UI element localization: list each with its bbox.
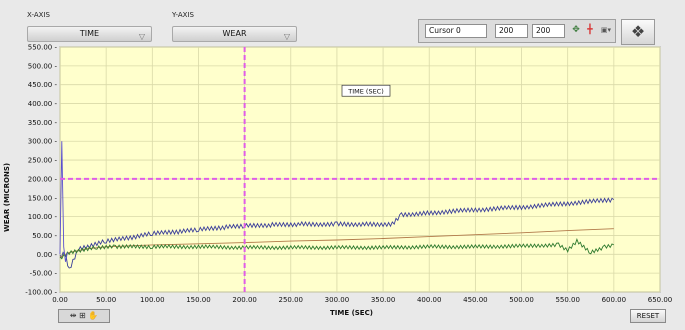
x-tick-label: 400.00 (417, 296, 442, 304)
y-tick-label: 300.00 - (28, 138, 58, 146)
y-tick-label: 0.00 - (37, 251, 58, 259)
y-tick-label: -50.00 - (30, 270, 58, 278)
cursor-style-icon[interactable]: ╋ (587, 25, 593, 35)
cursor-lines[interactable] (60, 47, 660, 292)
y-tick-label: 550.00 - (28, 44, 58, 52)
cursor-name-field[interactable]: Cursor 0 (425, 24, 487, 38)
series-line-2 (59, 228, 614, 258)
x-tick-label: 150.00 (186, 296, 211, 304)
x-tick-label: 200.00 (232, 296, 257, 304)
y-axis-label: Y-AXIS (172, 11, 194, 19)
cursor-x-field[interactable]: 200 (495, 24, 528, 38)
cursor-panel: Cursor 0 200 200 ✥ ╋ ▣▾ (418, 19, 616, 43)
x-tick-label: 600.00 (602, 296, 627, 304)
x-axis-value: TIME (79, 29, 100, 38)
y-tick-label: 500.00 - (28, 62, 58, 70)
x-axis-title: TIME (SEC) (330, 309, 373, 317)
graph-tools-palette[interactable]: ⇹ ⊞ ✋ (58, 309, 110, 323)
tick-labels: 0.00 50.00 100.00 150.00 200.00 250.00 300.00 3… (25, 44, 672, 305)
y-tick-label: 50.00 - (32, 232, 57, 240)
y-tick-label: 350.00 - (28, 119, 58, 127)
y-axis-title: WEAR (MICRONS) (3, 162, 11, 232)
y-axis-dropdown[interactable]: WEAR ▽ (172, 26, 297, 42)
y-tick-label: 250.00 - (28, 157, 58, 165)
y-tick-label: 100.00 - (28, 213, 58, 221)
y-tick-label: 150.00 - (28, 194, 58, 202)
x-axis-dropdown[interactable]: TIME ▽ (27, 26, 152, 42)
x-tick-label: 250.00 (279, 296, 304, 304)
graph-palette-button[interactable]: ❖ (621, 19, 655, 45)
y-tick-label: 450.00 - (28, 81, 58, 89)
x-tick-label: 300.00 (325, 296, 350, 304)
annotation-box (341, 84, 391, 97)
annotation-label: TIME (SEC) (347, 88, 384, 96)
chevron-down-icon: ▽ (138, 32, 145, 41)
x-axis-label: X-AXIS (27, 11, 50, 19)
x-tick-label: 650.00 (648, 296, 673, 304)
x-tick-label: 100.00 (140, 296, 165, 304)
chevron-down-icon: ▽ (283, 32, 290, 41)
x-tick-label: 550.00 (555, 296, 580, 304)
y-tick-label: -100.00 - (25, 289, 57, 297)
y-axis-value: WEAR (222, 29, 247, 38)
x-tick-label: 50.00 (96, 296, 116, 304)
y-tick-label: 400.00 - (28, 100, 58, 108)
cursor-move-icon[interactable]: ✥ (572, 25, 580, 35)
series-line-3 (59, 237, 615, 260)
annotation-layer: TIME (SEC) (341, 84, 391, 97)
diamond-icon: ❖ (630, 22, 646, 41)
plot-area (59, 46, 661, 293)
y-tick-label: 200.00 - (28, 175, 58, 183)
x-tick-label: 450.00 (463, 296, 488, 304)
x-tick-label: 500.00 (509, 296, 534, 304)
cursor-options-icon[interactable]: ▣▾ (600, 26, 612, 34)
cursor-y-field[interactable]: 200 (532, 24, 565, 38)
reset-button[interactable]: RESET (630, 309, 666, 323)
series-layer (59, 141, 615, 269)
x-tick-label: 0.00 (52, 296, 68, 304)
series-line-1 (59, 197, 615, 269)
x-tick-label: 350.00 (371, 296, 396, 304)
